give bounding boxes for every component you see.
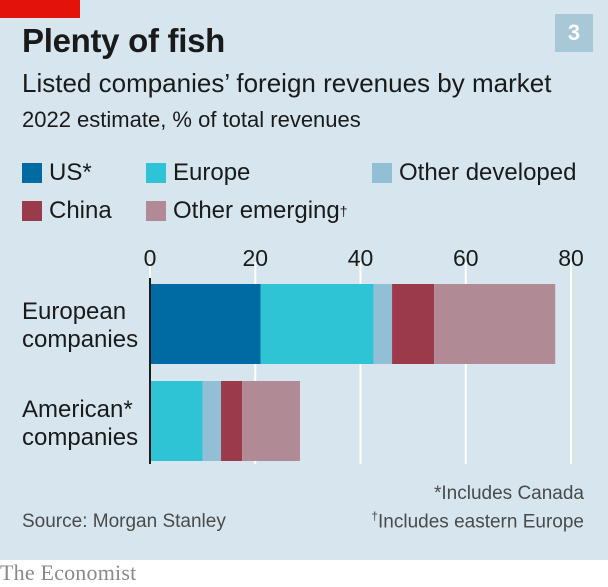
legend-label-europe: Europe [173,159,251,186]
legend-label-us: US* [49,159,92,186]
bar-segment [392,284,435,364]
category-label-european: European companies [22,298,138,354]
x-tick-label: 0 [144,245,157,271]
x-tick-label: 20 [242,245,268,271]
bar-segment [260,284,374,364]
category-label-line: companies [22,424,139,451]
chart-title: Plenty of fish [22,22,225,59]
footnote-eastern-europe: †Includes eastern Europe [371,509,584,533]
chart-subtitle: Listed companies’ foreign revenues by ma… [22,68,552,98]
x-tick-label: 40 [348,245,374,271]
footnote-canada: *Includes Canada [434,483,584,504]
brand-red-tab [0,0,80,18]
legend-swatch-other-emerging [146,201,166,221]
legend-swatch-other-developed [372,163,392,183]
bar-segment [202,381,222,461]
bar-segment [150,381,203,461]
legend-item-china: China [22,197,112,224]
legend-swatch-us [22,163,42,183]
legend-label-other-emerging: Other emerging [173,197,340,224]
footnote-dagger-mark: † [371,509,379,523]
bar-segment [242,381,300,461]
chart-units: 2022 estimate, % of total revenues [22,107,361,132]
category-label-american: American* companies [22,396,138,452]
footnote-eastern-europe-text: Includes eastern Europe [378,511,584,533]
chart-number-badge: 3 [555,14,593,52]
chart-panel [0,0,608,560]
bar-segment [221,381,243,461]
legend-label-china: China [49,197,112,224]
bar-chart: 0 20 40 60 80 [144,245,584,464]
bar-segment [434,284,556,364]
legend-item-other-developed: Other developed [372,159,577,186]
category-label-line: American* [22,396,133,423]
legend-label-other-developed: Other developed [399,159,577,186]
bar-segment [150,284,261,364]
category-label-line: European [22,298,127,325]
source-note: Source: Morgan Stanley [22,511,226,532]
legend-swatch-china [22,201,42,221]
legend-swatch-europe [146,163,166,183]
x-tick-label: 60 [453,245,479,271]
category-label-line: companies [22,326,139,353]
legend-item-us: US* [22,159,92,186]
brand-logo-text: The Economist [0,560,137,585]
legend-item-other-emerging: Other emerging † [146,197,348,224]
legend-dagger-mark: † [339,203,348,219]
bar-segment [373,284,393,364]
legend-item-europe: Europe [146,159,251,186]
x-tick-label: 80 [558,245,584,271]
